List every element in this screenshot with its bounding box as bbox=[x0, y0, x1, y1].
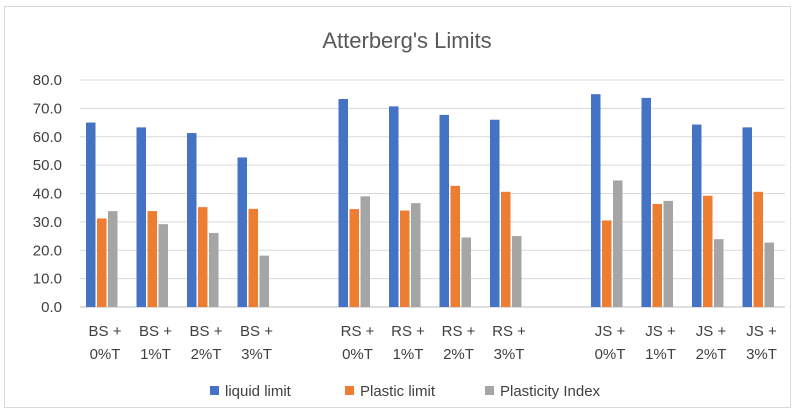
x-tick-label: 0%T bbox=[342, 346, 373, 363]
legend-swatch bbox=[210, 386, 219, 395]
bar-plastic-limit bbox=[147, 211, 157, 307]
bar-liquid-limit bbox=[338, 99, 348, 307]
x-tick-label: RS + bbox=[492, 323, 526, 340]
bar-plastic-limit bbox=[602, 220, 612, 307]
bars bbox=[86, 94, 774, 308]
y-tick-label: 0.0 bbox=[41, 299, 62, 316]
y-tick-label: 20.0 bbox=[33, 242, 62, 259]
x-tick-label: BS + bbox=[89, 323, 122, 340]
bar-plastic-limit bbox=[753, 191, 763, 307]
x-tick-label: 1%T bbox=[393, 346, 424, 363]
bar-liquid-limit bbox=[641, 97, 651, 307]
y-tick-label: 60.0 bbox=[33, 129, 62, 146]
x-tick-label: 2%T bbox=[191, 346, 222, 363]
bar-plasticity-index bbox=[663, 200, 673, 307]
bar-plastic-limit bbox=[400, 210, 410, 307]
x-tick-label: BS + bbox=[240, 323, 273, 340]
legend-label: liquid limit bbox=[225, 383, 292, 400]
x-tick-label: 0%T bbox=[90, 346, 121, 363]
y-tick-label: 70.0 bbox=[33, 100, 62, 117]
legend-label: Plasticity Index bbox=[500, 383, 601, 400]
x-tick-label: RS + bbox=[442, 323, 476, 340]
bar-liquid-limit bbox=[389, 106, 399, 307]
x-tick-label: 0%T bbox=[595, 346, 626, 363]
bar-plastic-limit bbox=[248, 208, 258, 307]
bar-plasticity-index bbox=[108, 211, 118, 307]
x-tick-label: 3%T bbox=[241, 346, 272, 363]
chart-title: Atterberg's Limits bbox=[322, 28, 491, 53]
legend-swatch bbox=[345, 386, 354, 395]
bar-plastic-limit bbox=[652, 203, 662, 307]
x-tick-label: 1%T bbox=[645, 346, 676, 363]
bar-liquid-limit bbox=[136, 127, 146, 307]
x-tick-label: JS + bbox=[645, 323, 676, 340]
bar-plasticity-index bbox=[512, 236, 522, 307]
x-tick-label: BS + bbox=[190, 323, 223, 340]
legend-swatch bbox=[485, 386, 494, 395]
x-tick-label: JS + bbox=[746, 323, 777, 340]
bar-plasticity-index bbox=[158, 224, 168, 307]
bar-plasticity-index bbox=[764, 242, 774, 307]
x-tick-label: 2%T bbox=[443, 346, 474, 363]
bar-plasticity-index bbox=[360, 196, 370, 307]
bar-plastic-limit bbox=[450, 185, 460, 307]
bar-plasticity-index bbox=[411, 203, 421, 307]
bar-plasticity-index bbox=[259, 255, 269, 307]
x-tick-label: 3%T bbox=[746, 346, 777, 363]
bar-plasticity-index bbox=[461, 237, 471, 307]
bar-plasticity-index bbox=[613, 180, 623, 307]
bar-liquid-limit bbox=[187, 133, 197, 307]
bar-liquid-limit bbox=[591, 94, 601, 307]
bar-liquid-limit bbox=[742, 127, 752, 307]
gridlines bbox=[80, 79, 785, 308]
bar-plastic-limit bbox=[349, 209, 359, 307]
x-tick-label: RS + bbox=[391, 323, 425, 340]
y-tick-label: 40.0 bbox=[33, 186, 62, 203]
bar-liquid-limit bbox=[237, 157, 247, 307]
bar-liquid-limit bbox=[86, 122, 96, 307]
bar-plasticity-index bbox=[209, 232, 219, 307]
bar-liquid-limit bbox=[490, 119, 500, 307]
y-tick-label: 30.0 bbox=[33, 214, 62, 231]
x-tick-label: JS + bbox=[696, 323, 727, 340]
x-tick-label: JS + bbox=[595, 323, 626, 340]
bar-plastic-limit bbox=[703, 195, 713, 307]
bar-plastic-limit bbox=[198, 207, 208, 307]
x-tick-label: 2%T bbox=[696, 346, 727, 363]
bar-plasticity-index bbox=[714, 239, 724, 307]
x-tick-label: 3%T bbox=[494, 346, 525, 363]
legend: liquid limit Plastic limit Plasticity Inde… bbox=[210, 383, 601, 400]
bar-plastic-limit bbox=[501, 191, 511, 307]
y-tick-label: 80.0 bbox=[33, 72, 62, 89]
x-tick-label: 1%T bbox=[140, 346, 171, 363]
bar-liquid-limit bbox=[692, 124, 702, 307]
x-tick-label: RS + bbox=[341, 323, 375, 340]
x-tick-label: BS + bbox=[139, 323, 172, 340]
y-axis-tick-labels: 0.0 10.0 20.0 30.0 40.0 50.0 60.0 70.0 80.0 bbox=[33, 72, 62, 316]
bar-liquid-limit bbox=[439, 114, 449, 308]
bar-plastic-limit bbox=[97, 218, 107, 307]
y-tick-label: 50.0 bbox=[33, 157, 62, 174]
y-tick-label: 10.0 bbox=[33, 271, 62, 288]
legend-label: Plastic limit bbox=[360, 383, 436, 400]
x-axis-tick-labels: BS + 0%T BS + 1%T BS + 2%T BS + 3%T RS + 0%T RS + 1… bbox=[89, 323, 777, 363]
